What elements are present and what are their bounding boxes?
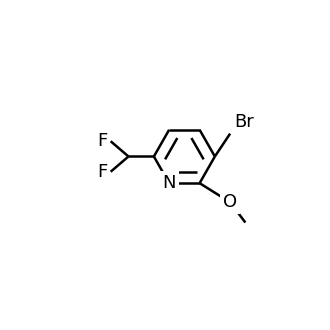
Text: N: N (162, 174, 176, 192)
Text: O: O (223, 193, 237, 211)
Text: Br: Br (234, 113, 254, 131)
Text: F: F (97, 132, 108, 150)
Text: F: F (97, 163, 108, 181)
